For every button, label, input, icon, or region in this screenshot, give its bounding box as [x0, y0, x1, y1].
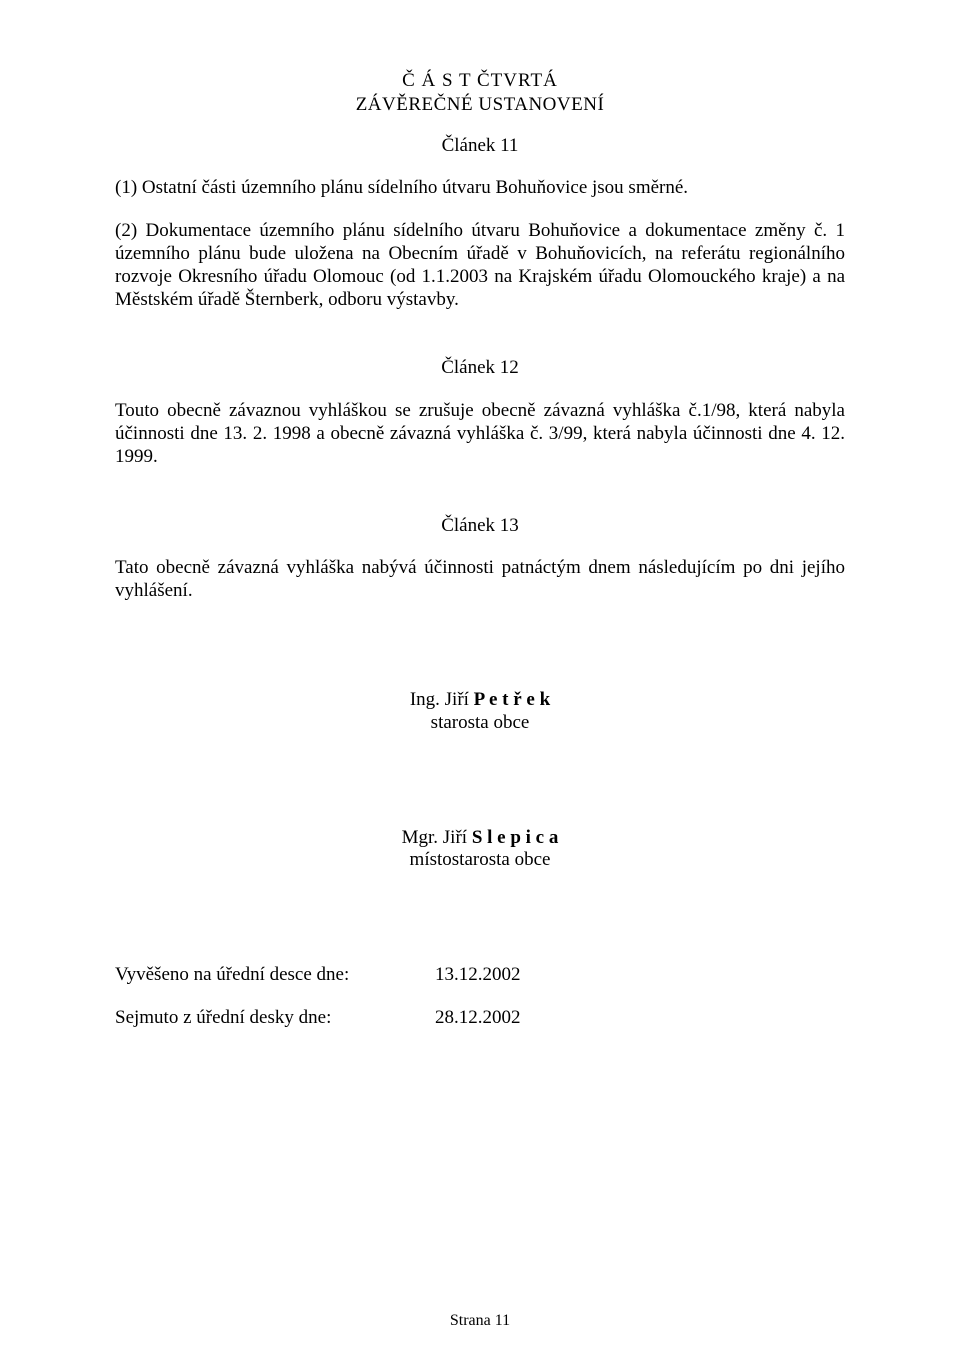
- signature-block-2: Mgr. Jiří S l e p i c a místostarosta ob…: [115, 827, 845, 873]
- page-footer: Strana 11: [0, 1311, 960, 1330]
- part-subtitle: ZÁVĚREČNÉ USTANOVENÍ: [115, 94, 845, 117]
- article-12-heading: Článek 12: [115, 357, 845, 380]
- document-page: Č Á S T ČTVRTÁ ZÁVĚREČNÉ USTANOVENÍ Člán…: [0, 0, 960, 1364]
- removed-date-value: 28.12.2002: [435, 1007, 521, 1030]
- posted-date-row: Vyvěšeno na úřední desce dne: 13.12.2002: [115, 964, 845, 987]
- signature-1-name: Ing. Jiří P e t ř e k: [115, 689, 845, 712]
- signature-block-1: Ing. Jiří P e t ř e k starosta obce: [115, 689, 845, 735]
- posted-date-value: 13.12.2002: [435, 964, 521, 987]
- removed-date-label: Sejmuto z úřední desky dne:: [115, 1007, 435, 1030]
- signature-2-name: Mgr. Jiří S l e p i c a: [115, 827, 845, 850]
- article-11-paragraph-2: (2) Dokumentace územního plánu sídelního…: [115, 220, 845, 311]
- signature-2-role: místostarosta obce: [115, 849, 845, 872]
- signature-1-surname: P e t ř e k: [474, 689, 551, 710]
- part-title: Č Á S T ČTVRTÁ: [115, 70, 845, 93]
- signature-2-prefix: Mgr. Jiří: [402, 827, 472, 848]
- signature-1-prefix: Ing. Jiří: [410, 689, 474, 710]
- article-13-heading: Článek 13: [115, 515, 845, 538]
- article-11-heading: Článek 11: [115, 135, 845, 158]
- removed-date-row: Sejmuto z úřední desky dne: 28.12.2002: [115, 1007, 845, 1030]
- article-13-paragraph-1: Tato obecně závazná vyhláška nabývá účin…: [115, 557, 845, 603]
- posted-date-label: Vyvěšeno na úřední desce dne:: [115, 964, 435, 987]
- signature-2-surname: S l e p i c a: [472, 827, 559, 848]
- signature-1-role: starosta obce: [115, 712, 845, 735]
- article-12-paragraph-1: Touto obecně závaznou vyhláškou se zrušu…: [115, 400, 845, 468]
- article-11-paragraph-1: (1) Ostatní části územního plánu sídelní…: [115, 177, 845, 200]
